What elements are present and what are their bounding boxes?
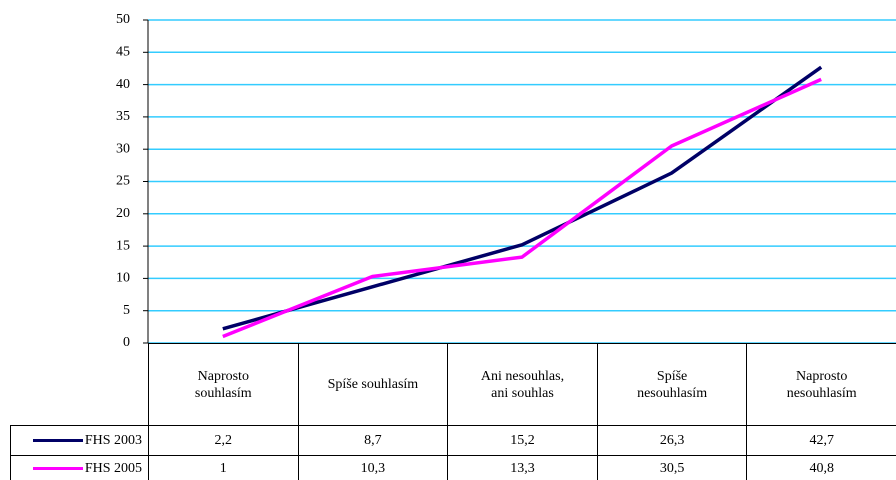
legend-swatch (32, 466, 83, 470)
series-line (222, 77, 822, 339)
value-cell: 42,7 (746, 425, 896, 456)
value-cell: 15,2 (447, 425, 598, 456)
legend-label: FHS 2005 (84, 460, 142, 476)
y-tick-label: 50 (116, 12, 130, 27)
value-cell: 8,7 (297, 425, 449, 456)
legend-cell: FHS 2005 (10, 455, 149, 480)
series-line (222, 65, 823, 331)
y-tick-label: 45 (116, 45, 130, 60)
y-tick-label: 35 (116, 109, 130, 124)
y-tick-label: 30 (116, 141, 130, 156)
category-cell: Naprosto nesouhlasím (746, 343, 896, 426)
category-cell: Naprosto souhlasím (148, 343, 299, 426)
category-cell: Spíše nesouhlasím (596, 343, 748, 426)
value-cell: 10,3 (297, 455, 449, 480)
value-cell: 1 (148, 455, 299, 480)
value-cell: 13,3 (447, 455, 598, 480)
category-cell: Ani nesouhlas, ani souhlas (447, 343, 598, 426)
value-cell: 2,2 (148, 425, 299, 456)
y-tick-label: 5 (123, 303, 130, 318)
value-cell: 40,8 (746, 455, 896, 480)
category-cell: Spíše souhlasím (297, 343, 449, 426)
legend-swatch (32, 439, 83, 442)
value-cell: 26,3 (596, 425, 748, 456)
legend-cell: FHS 2003 (10, 425, 149, 456)
y-tick-label: 0 (123, 335, 130, 350)
y-tick-label: 20 (116, 206, 130, 221)
value-cell: 30,5 (596, 455, 748, 480)
y-tick-label: 15 (116, 238, 130, 253)
y-tick-label: 25 (116, 174, 130, 189)
legend-label: FHS 2003 (84, 433, 142, 448)
y-tick-label: 40 (116, 77, 130, 92)
y-tick-label: 10 (116, 271, 130, 286)
